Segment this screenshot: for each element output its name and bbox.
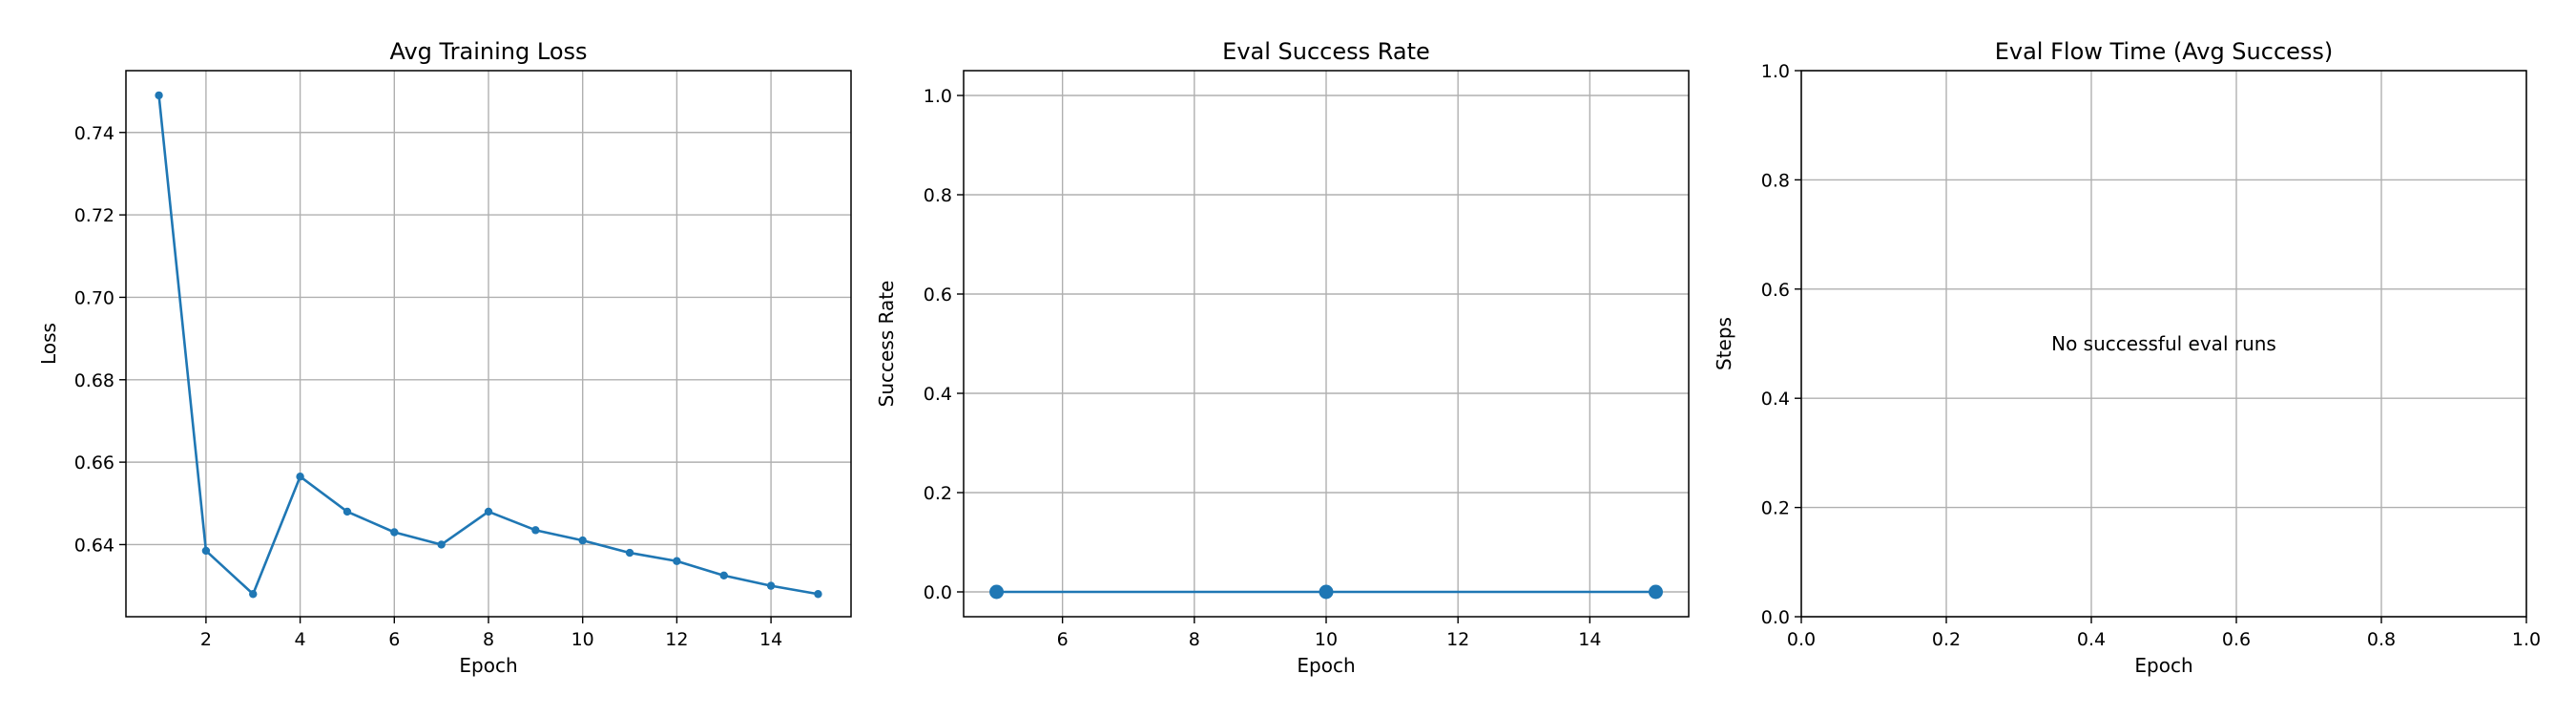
y-tick-label: 0.4: [1761, 389, 1790, 410]
data-point: [531, 526, 540, 535]
data-point: [719, 571, 728, 580]
x-tick-label: 4: [295, 629, 306, 650]
y-tick-label: 0.64: [74, 535, 114, 556]
chart-1: 2 4 6 8 10 12 14 0.64 0.66 0.68 0.70 0.72 0.74 Avg Tr…: [37, 38, 852, 677]
y-tick-label: 0.0: [924, 582, 952, 603]
y-tick-label: 0.0: [1761, 607, 1790, 628]
plot-frame: [125, 70, 852, 618]
x-tick-label: 10: [1315, 629, 1338, 650]
y-axis-label: Loss: [37, 323, 60, 365]
x-axis-label: Epoch: [459, 654, 517, 677]
x-tick-label: 14: [759, 629, 782, 650]
y-tick-label: 0.8: [1761, 170, 1790, 191]
x-tick-label: 8: [1189, 629, 1200, 650]
x-tick-label: 12: [665, 629, 688, 650]
data-point: [1319, 584, 1334, 600]
y-axis-label: Success Rate: [875, 281, 898, 408]
x-tick-label: 8: [483, 629, 494, 650]
x-tick-label: 0.4: [2077, 629, 2106, 650]
y-tick-label: 0.68: [74, 370, 114, 391]
chart-title: Eval Success Rate: [1222, 38, 1430, 65]
chart-2: 6 8 10 12 14 0.0 0.2 0.4 0.6 0.8 1.0 Eval Success R…: [875, 38, 1690, 677]
y-tick-label: 0.72: [74, 205, 114, 226]
data-point: [296, 473, 304, 481]
x-tick-label: 6: [388, 629, 400, 650]
data-point: [673, 557, 681, 565]
x-tick-label: 12: [1446, 629, 1469, 650]
x-tick-label: 0.2: [1932, 629, 1961, 650]
x-tick-label: 10: [571, 629, 594, 650]
chart-3: 0.0 0.2 0.4 0.6 0.8 1.0 0.0 0.2 0.4 0.6 0.8 1.0 Eval…: [1713, 38, 2541, 677]
x-tick-label: 1.0: [2512, 629, 2541, 650]
y-tick-label: 0.8: [924, 185, 952, 206]
x-tick-label: 6: [1057, 629, 1069, 650]
chart-title: Eval Flow Time (Avg Success): [1995, 38, 2334, 65]
data-point: [390, 528, 399, 537]
annotation-text: No successful eval runs: [2051, 332, 2276, 355]
y-tick-label: 0.4: [924, 384, 952, 405]
x-axis-label: Epoch: [2134, 654, 2192, 677]
y-tick-label: 0.66: [74, 453, 114, 474]
data-point: [1648, 584, 1663, 600]
y-tick-label: 1.0: [1761, 61, 1790, 82]
y-axis-label: Steps: [1713, 317, 1735, 370]
y-tick-label: 0.74: [74, 123, 114, 144]
chart-title: Avg Training Loss: [389, 38, 587, 65]
x-tick-label: 0.8: [2367, 629, 2396, 650]
data-point: [484, 507, 493, 516]
x-tick-label: 14: [1578, 629, 1601, 650]
data-point: [625, 548, 634, 558]
data-point: [155, 91, 163, 100]
x-tick-label: 0.6: [2222, 629, 2251, 650]
data-point: [989, 584, 1005, 600]
plot-frame: [1800, 70, 2527, 618]
data-point: [249, 590, 258, 599]
y-tick-label: 0.2: [1761, 498, 1790, 519]
x-tick-label: 2: [200, 629, 212, 650]
y-tick-label: 0.2: [924, 483, 952, 504]
y-tick-label: 0.70: [74, 287, 114, 308]
data-point: [578, 536, 587, 545]
x-axis-label: Epoch: [1297, 654, 1355, 677]
data-point: [437, 540, 446, 549]
y-tick-label: 0.6: [924, 284, 952, 305]
data-point: [201, 546, 211, 556]
data-point: [766, 581, 776, 590]
x-tick-label: 0.0: [1787, 629, 1816, 650]
data-point: [343, 507, 352, 516]
y-tick-label: 0.6: [1761, 280, 1790, 301]
data-point: [814, 590, 822, 599]
plot-frame: [963, 70, 1690, 618]
y-tick-label: 1.0: [924, 86, 952, 107]
